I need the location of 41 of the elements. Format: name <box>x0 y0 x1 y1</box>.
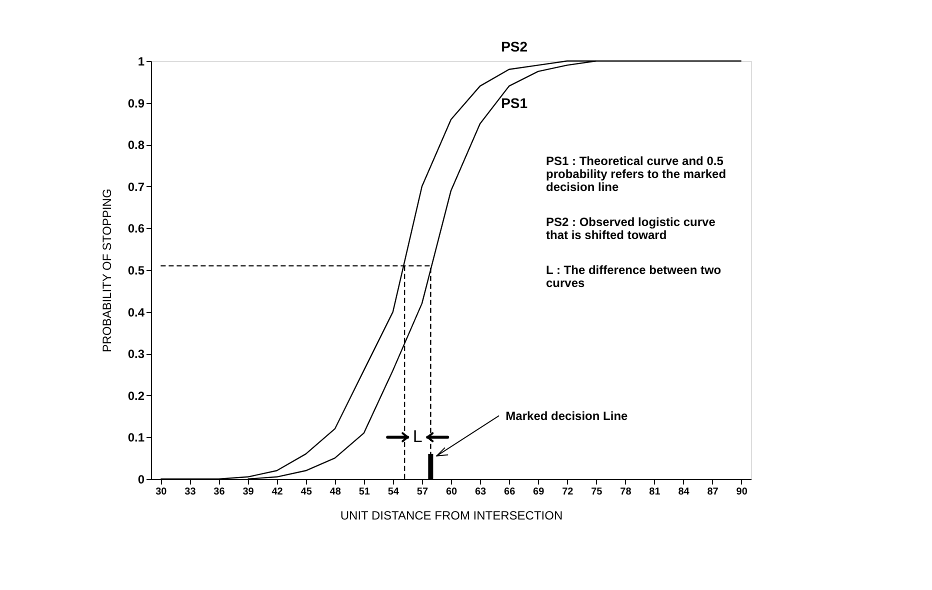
x-tick-label: 33 <box>184 486 196 498</box>
x-axis-title: UNIT DISTANCE FROM INTERSECTION <box>340 508 563 522</box>
x-tick-label: 63 <box>474 486 487 498</box>
x-tick-label: 51 <box>358 486 370 498</box>
y-tick-label: 0.9 <box>128 96 145 110</box>
x-tick-label: 30 <box>156 486 168 498</box>
y-axis-title: PROBABILITY OF STOPPING <box>100 188 114 352</box>
x-tick-label: 81 <box>649 486 661 498</box>
y-tick-label: 0.2 <box>128 388 145 403</box>
y-tick-label: 0 <box>138 472 145 486</box>
x-tick-label: 45 <box>300 486 312 498</box>
x-tick-label: 36 <box>214 486 226 498</box>
x-tick-label: 66 <box>504 486 516 498</box>
series-label: PS1 <box>501 95 528 112</box>
y-tick-label: 0.1 <box>128 430 145 445</box>
y-tick-label: 0.4 <box>128 305 145 320</box>
x-tick-label: 48 <box>330 486 342 498</box>
x-tick-label: 69 <box>533 486 545 498</box>
x-tick-label: 54 <box>388 486 400 498</box>
y-tick-label: 0.6 <box>128 222 145 236</box>
x-tick-label: 42 <box>272 486 284 498</box>
x-tick-label: 90 <box>736 486 748 498</box>
annotation: L <box>412 427 422 446</box>
x-tick-label: 72 <box>562 486 574 498</box>
annotation: PS1 : Theoretical curve and 0.5 probability refers to the marked decision line <box>546 154 726 194</box>
y-tick-label: 0.7 <box>128 180 145 194</box>
y-tick-label: 0.3 <box>128 347 145 362</box>
x-tick-label: 57 <box>416 486 428 498</box>
x-tick-label: 39 <box>242 486 254 498</box>
y-tick-label: 0.5 <box>128 264 145 278</box>
y-tick-label: 0.8 <box>128 138 145 152</box>
y-tick-label: 1 <box>138 54 145 68</box>
x-tick-label: 60 <box>446 486 458 498</box>
x-tick-label: 87 <box>707 486 719 498</box>
x-tick-label: 75 <box>591 486 603 498</box>
annotation: L : The difference between two curves <box>546 263 722 290</box>
series-label: PS2 <box>501 38 528 54</box>
annotation: PS2 : Observed logistic curve that is shifted toward <box>546 215 716 242</box>
x-tick-label: 78 <box>620 486 632 498</box>
x-tick-label: 84 <box>678 486 690 498</box>
annotation: Marked decision Line <box>506 408 628 423</box>
